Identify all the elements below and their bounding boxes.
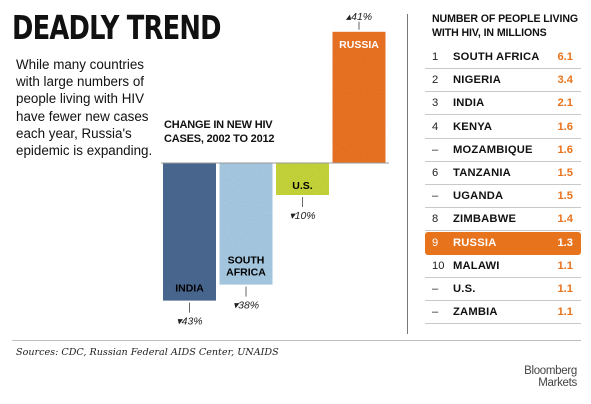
row-rank: 10: [432, 259, 445, 272]
bar-value-label: ▴41%: [346, 11, 372, 23]
sources-note: Sources: CDC, Russian Federal AIDS Cente…: [16, 347, 279, 358]
chart-title: CHANGE IN NEW HIV CASES, 2002 TO 2012: [164, 119, 275, 145]
row-value: 6.1: [557, 51, 573, 63]
table-row: – MOZAMBIQUE 1.6: [425, 139, 581, 162]
row-divider: [425, 300, 581, 301]
bar-value-label: ▾10%: [289, 210, 315, 222]
row-value: 1.1: [557, 306, 573, 319]
row-divider: [425, 323, 581, 325]
logo-line-1: Bloomberg: [524, 365, 577, 377]
row-rank: –: [432, 143, 439, 156]
row-country: TANZANIA: [453, 167, 511, 179]
logo-line-2: Markets: [538, 377, 577, 389]
bar-value-label: ▾38%: [233, 300, 259, 312]
row-country: ZIMBABWE: [453, 213, 517, 226]
bar-value-label: ▾43%: [176, 316, 202, 328]
row-rank: 4: [432, 120, 439, 133]
bar-india: [163, 163, 216, 301]
row-rank: 2: [432, 74, 439, 87]
row-divider: [425, 91, 581, 93]
row-country: MOZAMBIQUE: [453, 143, 533, 156]
table-row: 9 RUSSIA 1.3: [425, 231, 581, 255]
intro-text: While many countries with large numbers …: [16, 57, 153, 159]
bloomberg-markets-logo: Bloomberg Markets: [497, 365, 577, 389]
row-rank: 9: [432, 236, 439, 249]
row-value: 1.4: [557, 213, 573, 226]
table-row: – UGANDA 1.5: [425, 185, 581, 209]
row-divider: [425, 276, 581, 278]
table-row: 4 KENYA 1.6: [425, 116, 581, 139]
row-value: 1.6: [557, 120, 573, 133]
row-value: 1.1: [557, 283, 573, 295]
row-value: 2.1: [557, 97, 573, 110]
row-rank: –: [432, 306, 439, 319]
table-row: 6 TANZANIA 1.5: [425, 162, 581, 185]
bar-category-label: U.S.: [292, 180, 313, 192]
row-divider: [425, 207, 581, 209]
footer-divider: [12, 340, 581, 341]
table-row: 1 SOUTH AFRICA 6.1: [425, 46, 581, 69]
bar-category-label: INDIA: [175, 283, 204, 295]
row-country: KENYA: [453, 120, 493, 133]
row-country: MALAWI: [453, 259, 500, 272]
row-rank: 1: [432, 51, 439, 63]
row-divider: [425, 137, 581, 139]
row-divider: [425, 68, 581, 69]
row-divider: [425, 160, 581, 162]
row-country: RUSSIA: [453, 236, 497, 249]
table-row: 8 ZIMBABWE 1.4: [425, 208, 581, 232]
table-row: 3 INDIA 2.1: [425, 92, 581, 116]
row-value: 1.5: [557, 167, 573, 179]
row-value: 1.1: [557, 259, 573, 272]
row-divider: [425, 184, 581, 185]
row-divider: [425, 114, 581, 116]
bar-south-africa: [219, 163, 273, 285]
table-row: – ZAMBIA 1.1: [425, 301, 581, 325]
table-row: 10 MALAWI 1.1: [425, 255, 581, 278]
bar-category-label: RUSSIA: [339, 39, 379, 51]
row-value: 1.6: [557, 143, 573, 156]
row-country: SOUTH AFRICA: [453, 51, 540, 63]
column-divider: [407, 14, 408, 334]
row-rank: 3: [432, 97, 439, 110]
row-country: U.S.: [453, 283, 476, 295]
row-country: UGANDA: [453, 190, 504, 203]
table-row: 2 NIGERIA 3.4: [425, 69, 581, 93]
row-rank: –: [432, 283, 439, 295]
row-country: NIGERIA: [453, 74, 502, 87]
row-value: 1.5: [557, 190, 573, 203]
row-value: 1.3: [557, 236, 573, 249]
bar-u-s: [276, 163, 329, 195]
row-rank: 8: [432, 213, 439, 226]
bar-russia: [332, 31, 386, 163]
row-country: ZAMBIA: [453, 306, 498, 319]
row-rank: –: [432, 190, 439, 203]
table-title: NUMBER OF PEOPLE LIVING WITH HIV, IN MIL…: [432, 13, 579, 39]
bar-category-label: SOUTH AFRICA: [226, 255, 266, 279]
row-country: INDIA: [453, 97, 485, 110]
page-title: DEADLY TREND: [12, 8, 222, 47]
row-divider: [425, 230, 581, 232]
row-value: 3.4: [557, 74, 573, 87]
row-rank: 6: [432, 167, 439, 179]
table-row: – U.S. 1.1: [425, 278, 581, 301]
